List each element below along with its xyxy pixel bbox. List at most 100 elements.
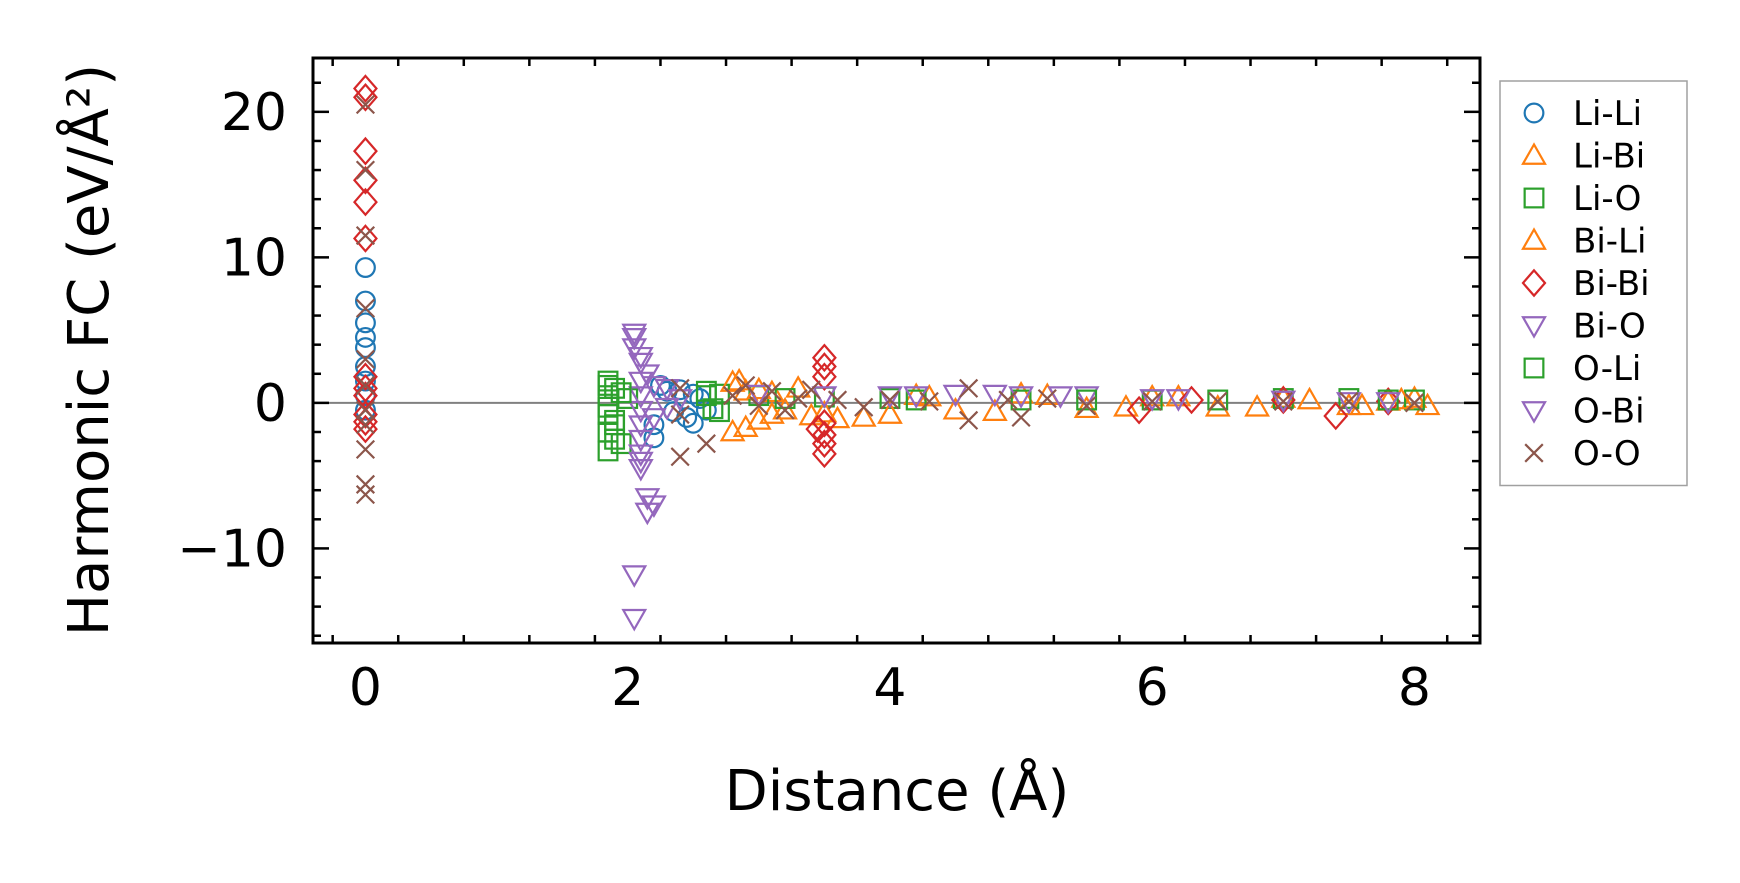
data-point <box>355 225 376 246</box>
series-o-o <box>355 94 1425 505</box>
data-point <box>627 400 654 424</box>
y-tick-label: −10 <box>177 519 287 579</box>
data-point <box>597 440 619 462</box>
data-point <box>827 390 848 410</box>
data-point <box>1165 389 1192 412</box>
legend-marker <box>1523 357 1545 379</box>
data-point <box>355 484 376 505</box>
data-point <box>785 375 812 398</box>
data-point <box>736 375 756 396</box>
y-axis-label: Harmonic FC (eV/Å²) <box>56 64 122 636</box>
data-point <box>354 326 376 348</box>
data-point <box>942 396 969 420</box>
tick-labels: 0 2 4 6 8 −10 0 10 20 <box>177 83 1431 718</box>
data-point <box>355 349 376 369</box>
data-point <box>352 187 378 217</box>
data-point <box>959 378 979 398</box>
data-point <box>670 378 690 398</box>
data-point <box>709 401 730 423</box>
data-point <box>610 433 632 455</box>
data-point <box>627 451 654 475</box>
legend-marker <box>1524 443 1544 463</box>
data-point <box>682 412 704 434</box>
data-point <box>354 312 376 334</box>
data-point <box>1403 389 1425 411</box>
axis-ticks <box>313 58 1480 643</box>
data-point <box>745 376 772 400</box>
data-point <box>634 364 661 388</box>
data-point <box>1323 401 1349 431</box>
x-tick-label: 6 <box>1136 658 1169 718</box>
data-point <box>354 257 376 279</box>
data-point <box>627 352 654 376</box>
legend-marker <box>1521 142 1547 165</box>
data-point <box>1377 389 1399 411</box>
data-point <box>352 400 378 429</box>
x-tick-label: 2 <box>611 658 644 718</box>
x-tick-label: 8 <box>1398 658 1431 718</box>
data-point <box>905 389 927 411</box>
data-point <box>354 290 376 312</box>
data-point <box>352 136 378 166</box>
data-point <box>1142 391 1162 412</box>
legend-label: Li-Li <box>1573 94 1642 134</box>
data-point <box>627 444 654 468</box>
data-point <box>1335 392 1362 415</box>
data-point <box>1010 389 1032 411</box>
data-point <box>877 401 903 424</box>
data-point <box>1270 390 1297 414</box>
legend-label: Li-O <box>1573 179 1641 219</box>
legend-label: Bi-Bi <box>1573 264 1650 304</box>
data-point <box>919 391 939 412</box>
data-point <box>702 398 724 420</box>
data-point <box>1404 393 1425 413</box>
x-tick-label: 0 <box>349 658 382 718</box>
data-point <box>1207 389 1229 411</box>
legend-label: Li-Bi <box>1573 137 1645 177</box>
data-point <box>762 381 782 401</box>
series-bi-o <box>621 328 1362 632</box>
data-point <box>352 362 378 392</box>
data-point <box>643 414 665 436</box>
series-li-o <box>597 370 1425 462</box>
data-point <box>627 429 654 453</box>
data-point <box>981 398 1008 421</box>
legend-marker <box>1521 316 1547 339</box>
data-point <box>604 428 626 450</box>
data-point <box>732 414 759 437</box>
data-point <box>1349 392 1375 416</box>
y-tick-label: 0 <box>254 374 287 434</box>
data-point <box>1179 385 1204 415</box>
legend-marker <box>1521 268 1547 298</box>
data-point <box>850 404 877 427</box>
data-point <box>355 298 376 318</box>
data-point <box>959 410 979 430</box>
data-point <box>811 439 837 469</box>
data-point <box>621 323 648 347</box>
data-point <box>811 362 837 392</box>
data-point <box>811 420 837 450</box>
data-point <box>670 404 690 425</box>
legend-label: Bi-O <box>1573 307 1646 347</box>
data-point <box>355 160 376 180</box>
data-point <box>981 384 1008 408</box>
data-point <box>709 383 730 405</box>
data-point <box>903 386 930 409</box>
legend-label: O-O <box>1573 434 1641 474</box>
data-point <box>774 388 796 409</box>
legend-marker <box>1523 187 1545 209</box>
legend-marker <box>1523 102 1545 124</box>
data-point <box>1139 389 1166 412</box>
series-o-bi <box>621 323 1402 511</box>
x-tick-label: 4 <box>873 658 906 718</box>
data-point <box>355 439 376 460</box>
data-point <box>352 82 378 112</box>
data-point <box>352 414 378 444</box>
data-point <box>719 369 746 392</box>
y-tick-label: 20 <box>221 83 287 143</box>
data-point <box>1273 391 1293 412</box>
data-point <box>641 408 667 431</box>
data-point <box>811 352 837 381</box>
data-point <box>355 94 376 115</box>
legend-marker <box>1521 401 1547 424</box>
